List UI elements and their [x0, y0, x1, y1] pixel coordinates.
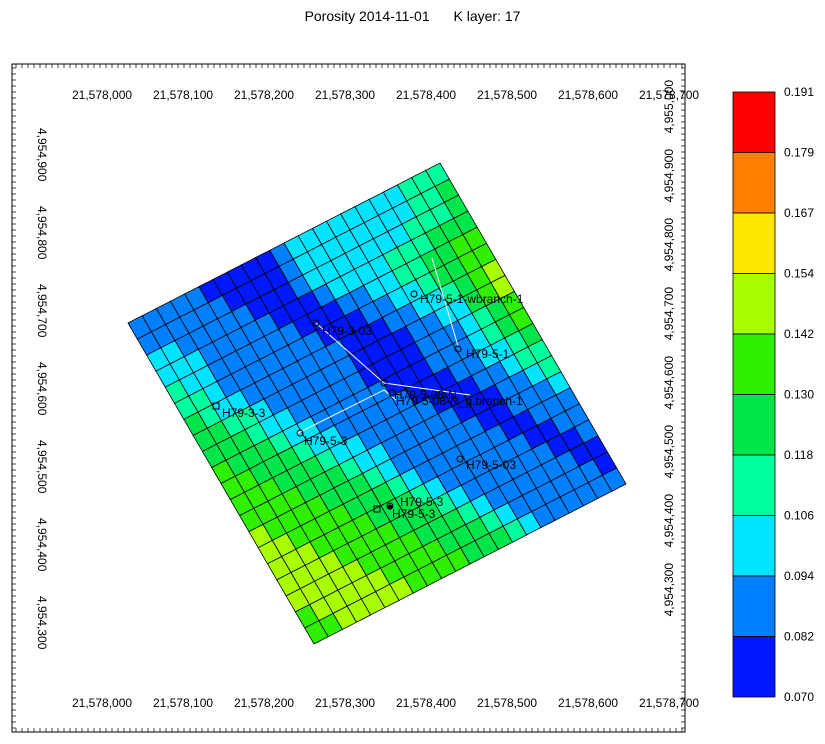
- well-marker: [454, 345, 462, 353]
- x-tick-label: 21,578,200: [234, 88, 294, 102]
- colorbar-band: [732, 212, 776, 274]
- colorbar-label: 0.118: [784, 448, 813, 462]
- well-marker: [296, 429, 304, 437]
- well-markers: H79-5-1-wbranch-1 H79-5-1 H79-3-03 H79-5-08…: [212, 290, 524, 521]
- well-marker: [380, 379, 388, 387]
- y-tick-label: 4,954,500: [35, 440, 49, 494]
- x-tick-label: 21,578,700: [639, 696, 699, 710]
- y-tick-label: 4,954,700: [35, 284, 49, 338]
- colorbar-label: 0.191: [784, 85, 814, 99]
- well-label: H79-5-1-wbranch-1: [420, 292, 524, 306]
- colorbar-label: 0.142: [784, 327, 814, 341]
- x-tick-label: 21,578,200: [234, 696, 294, 710]
- well-marker: [373, 505, 381, 513]
- well-trajectory: [315, 322, 385, 384]
- colorbar-label: 0.130: [784, 388, 814, 402]
- colorbar-label: 0.179: [784, 146, 814, 160]
- y-tick-label: 4,954,300: [35, 596, 49, 650]
- x-tick-label: 21,578,600: [558, 88, 618, 102]
- y-tick-label: 4,954,600: [35, 362, 49, 416]
- y-tick-label: 4,954,500: [662, 425, 676, 479]
- well-trajectory: [383, 382, 471, 396]
- y-tick-label: 4,954,700: [662, 287, 676, 341]
- x-tick-label: 21,578,500: [477, 88, 537, 102]
- colorbar-band: [732, 454, 776, 516]
- well-label: H79-5-1: [466, 347, 510, 361]
- x-tick-labels-top: 21,578,000 21,578,100 21,578,200 21,578,300…: [72, 88, 699, 102]
- colorbar-label: 0.070: [784, 690, 814, 704]
- x-tick-label: 21,578,000: [72, 88, 132, 102]
- y-tick-label: 4,955,000: [662, 80, 676, 134]
- y-tick-label: 4,954,800: [35, 206, 49, 260]
- y-tick-labels-left: 4,954,900 4,954,800 4,954,700 4,954,600 4,95…: [35, 128, 49, 650]
- y-tick-label: 4,954,800: [662, 218, 676, 272]
- well-label: H79-3-3: [222, 406, 266, 420]
- colorbar-band: [732, 152, 776, 214]
- colorbar-band: [732, 273, 776, 335]
- colorbar-band: [732, 575, 776, 637]
- well-marker: [212, 402, 220, 410]
- well-label: H79-5-08-N_g.branch-1: [396, 394, 523, 408]
- x-tick-label: 21,578,500: [477, 696, 537, 710]
- well-marker: [387, 504, 393, 510]
- colorbar-band: [732, 636, 776, 698]
- title-layer: K layer: 17: [453, 8, 521, 24]
- x-tick-label: 21,578,700: [639, 88, 699, 102]
- x-tick-labels-bottom: 21,578,000 21,578,100 21,578,200 21,578,300…: [72, 696, 699, 710]
- x-tick-label: 21,578,300: [315, 88, 375, 102]
- well-marker: [388, 389, 396, 397]
- colorbar-band: [732, 91, 776, 153]
- well-label: H79-5-3: [304, 434, 348, 448]
- colorbar-label: 0.154: [784, 267, 814, 281]
- colorbar-label: 0.082: [784, 630, 814, 644]
- well-trajectory: [297, 389, 385, 434]
- colorbar-label: 0.106: [784, 509, 814, 523]
- frame-ticks: [12, 64, 685, 732]
- y-tick-label: 4,954,900: [662, 149, 676, 203]
- well-marker: [410, 290, 418, 298]
- x-tick-label: 21,578,400: [396, 88, 456, 102]
- well-label: H79-5-08-N: [394, 388, 457, 402]
- y-tick-label: 4,954,300: [662, 563, 676, 617]
- colorbar-band: [732, 515, 776, 577]
- colorbar: 0.191 0.179 0.167 0.154 0.142 0.130 0.118 0.106…: [732, 85, 814, 704]
- well-marker: [312, 319, 320, 327]
- y-tick-label: 4,954,400: [662, 494, 676, 548]
- chart-title: Porosity 2014-11-01 K layer: 17: [0, 8, 825, 24]
- y-tick-label: 4,954,900: [35, 128, 49, 182]
- well-label: H79-3-03: [322, 324, 372, 338]
- well-trajectory: [431, 257, 459, 347]
- porosity-grid: [127, 162, 627, 645]
- well-label: H79-5-03: [466, 458, 516, 472]
- x-tick-label: 21,578,100: [153, 696, 213, 710]
- colorbar-label: 0.094: [784, 569, 814, 583]
- well-marker: [456, 455, 464, 463]
- well-label: H79-5-3: [400, 495, 444, 509]
- x-tick-label: 21,578,300: [315, 696, 375, 710]
- y-tick-labels-right: 4,955,000 4,954,900 4,954,800 4,954,700 4,95…: [662, 80, 676, 617]
- colorbar-band: [732, 394, 776, 456]
- colorbar-band: [732, 333, 776, 395]
- well-label: H79-5-3: [392, 507, 436, 521]
- colorbar-label: 0.167: [784, 206, 814, 220]
- title-property: Porosity 2014-11-01: [304, 8, 430, 24]
- x-tick-label: 21,578,600: [558, 696, 618, 710]
- grid-cell: [601, 467, 627, 492]
- x-tick-label: 21,578,000: [72, 696, 132, 710]
- x-tick-label: 21,578,400: [396, 696, 456, 710]
- well-trajectories: [297, 257, 471, 434]
- y-tick-label: 4,954,400: [35, 518, 49, 572]
- x-tick-label: 21,578,100: [153, 88, 213, 102]
- y-tick-label: 4,954,600: [662, 356, 676, 410]
